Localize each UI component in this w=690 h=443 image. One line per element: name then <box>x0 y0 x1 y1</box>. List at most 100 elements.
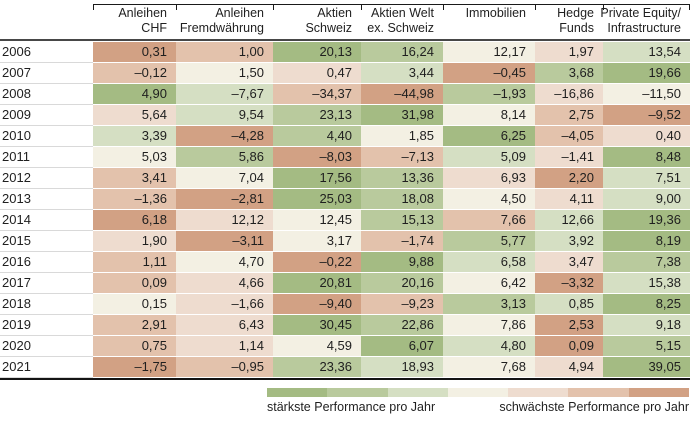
table-row: 2013 –1,36 –2,81 25,03 18,08 4,50 4,11 9,00 <box>0 189 690 210</box>
table-row: 2006 0,31 1,00 20,13 16,24 12,17 1,97 13,54 <box>0 42 690 63</box>
value-cell: 4,59 <box>273 336 361 357</box>
value-cell: –0,12 <box>93 63 176 84</box>
value-cell: –0,95 <box>176 357 273 378</box>
value-cell: 5,86 <box>176 147 273 168</box>
column-tick <box>93 4 94 10</box>
column-tick <box>535 4 536 10</box>
value-cell: –9,23 <box>361 294 443 315</box>
year-label: 2008 <box>0 84 93 105</box>
value-cell: –44,98 <box>361 84 443 105</box>
table-row: 2020 0,75 1,14 4,59 6,07 4,80 0,09 5,15 <box>0 336 690 357</box>
table-row: 2017 0,09 4,66 20,81 20,16 6,42 –3,32 15,38 <box>0 273 690 294</box>
value-cell: –9,52 <box>603 105 690 126</box>
value-cell: 3,92 <box>535 231 603 252</box>
table-row: 2016 1,11 4,70 –0,22 9,88 6,58 3,47 7,38 <box>0 252 690 273</box>
value-cell: 4,11 <box>535 189 603 210</box>
value-cell: 6,42 <box>443 273 535 294</box>
column-header: Private Equity/ Infrastructure <box>600 6 681 35</box>
value-cell: 18,08 <box>361 189 443 210</box>
value-cell: 1,97 <box>535 42 603 63</box>
table-row: 2014 6,18 12,12 12,45 15,13 7,66 12,66 19,36 <box>0 210 690 231</box>
column-tick <box>443 4 444 10</box>
value-cell: 4,40 <box>273 126 361 147</box>
value-cell: 9,18 <box>603 315 690 336</box>
table-row: 2010 3,39 –4,28 4,40 1,85 6,25 –4,05 0,40 <box>0 126 690 147</box>
value-cell: 5,09 <box>443 147 535 168</box>
value-cell: 3,17 <box>273 231 361 252</box>
value-cell: 5,03 <box>93 147 176 168</box>
column-header: Immobilien <box>465 6 526 20</box>
table-header: Anleihen CHF Anleihen Fremdwährung Aktien … <box>0 0 690 39</box>
value-cell: 5,77 <box>443 231 535 252</box>
value-cell: –16,86 <box>535 84 603 105</box>
value-cell: –1,41 <box>535 147 603 168</box>
value-cell: –1,74 <box>361 231 443 252</box>
value-cell: –1,66 <box>176 294 273 315</box>
value-cell: 3,41 <box>93 168 176 189</box>
value-cell: –34,37 <box>273 84 361 105</box>
value-cell: –9,40 <box>273 294 361 315</box>
value-cell: 2,75 <box>535 105 603 126</box>
column-tick <box>273 4 274 10</box>
value-cell: 0,47 <box>273 63 361 84</box>
value-cell: 2,53 <box>535 315 603 336</box>
table-row: 2012 3,41 7,04 17,56 13,36 6,93 2,20 7,51 <box>0 168 690 189</box>
value-cell: 20,16 <box>361 273 443 294</box>
table-bottom-rule <box>0 378 690 380</box>
value-cell: 19,36 <box>603 210 690 231</box>
value-cell: 4,80 <box>443 336 535 357</box>
value-cell: 2,20 <box>535 168 603 189</box>
year-label: 2020 <box>0 336 93 357</box>
value-cell: –0,45 <box>443 63 535 84</box>
year-label: 2013 <box>0 189 93 210</box>
legend-gradient-bar <box>267 388 689 397</box>
value-cell: 18,93 <box>361 357 443 378</box>
value-cell: 6,07 <box>361 336 443 357</box>
legend-strong-label: stärkste Performance pro Jahr <box>267 400 436 414</box>
header-bottom-rule <box>0 39 690 41</box>
year-label: 2019 <box>0 315 93 336</box>
value-cell: 1,90 <box>93 231 176 252</box>
table-body: 2006 0,31 1,00 20,13 16,24 12,17 1,97 13,54 2007… <box>0 42 690 378</box>
legend-weak-label: schwächste Performance pro Jahr <box>499 400 689 414</box>
value-cell: 8,19 <box>603 231 690 252</box>
legend-labels: stärkste Performance pro Jahr schwächste… <box>267 400 689 415</box>
column-header: Anleihen Fremdwährung <box>179 6 264 35</box>
value-cell: 7,38 <box>603 252 690 273</box>
value-cell: 4,50 <box>443 189 535 210</box>
value-cell: –1,75 <box>93 357 176 378</box>
value-cell: 30,45 <box>273 315 361 336</box>
year-label: 2015 <box>0 231 93 252</box>
column-header: Hedge Funds <box>557 6 594 35</box>
value-cell: 4,90 <box>93 84 176 105</box>
value-cell: 7,51 <box>603 168 690 189</box>
table-row: 2011 5,03 5,86 –8,03 –7,13 5,09 –1,41 8,48 <box>0 147 690 168</box>
value-cell: 3,39 <box>93 126 176 147</box>
value-cell: 0,09 <box>93 273 176 294</box>
value-cell: 25,03 <box>273 189 361 210</box>
value-cell: 6,18 <box>93 210 176 231</box>
legend-color-step <box>628 388 689 397</box>
value-cell: 12,45 <box>273 210 361 231</box>
value-cell: 3,13 <box>443 294 535 315</box>
value-cell: 4,94 <box>535 357 603 378</box>
year-label: 2006 <box>0 42 93 63</box>
value-cell: 0,15 <box>93 294 176 315</box>
value-cell: 9,00 <box>603 189 690 210</box>
column-header: Aktien Welt ex. Schweiz <box>367 6 434 35</box>
value-cell: 8,14 <box>443 105 535 126</box>
value-cell: –1,93 <box>443 84 535 105</box>
value-cell: 2,91 <box>93 315 176 336</box>
value-cell: –11,50 <box>603 84 690 105</box>
table-row: 2008 4,90 –7,67 –34,37 –44,98 –1,93 –16,86 –11,… <box>0 84 690 105</box>
value-cell: 0,40 <box>603 126 690 147</box>
value-cell: 6,58 <box>443 252 535 273</box>
value-cell: 15,13 <box>361 210 443 231</box>
value-cell: 9,54 <box>176 105 273 126</box>
value-cell: 1,50 <box>176 63 273 84</box>
value-cell: 20,13 <box>273 42 361 63</box>
year-label: 2009 <box>0 105 93 126</box>
value-cell: –0,22 <box>273 252 361 273</box>
legend-color-step <box>568 388 629 397</box>
value-cell: 23,13 <box>273 105 361 126</box>
